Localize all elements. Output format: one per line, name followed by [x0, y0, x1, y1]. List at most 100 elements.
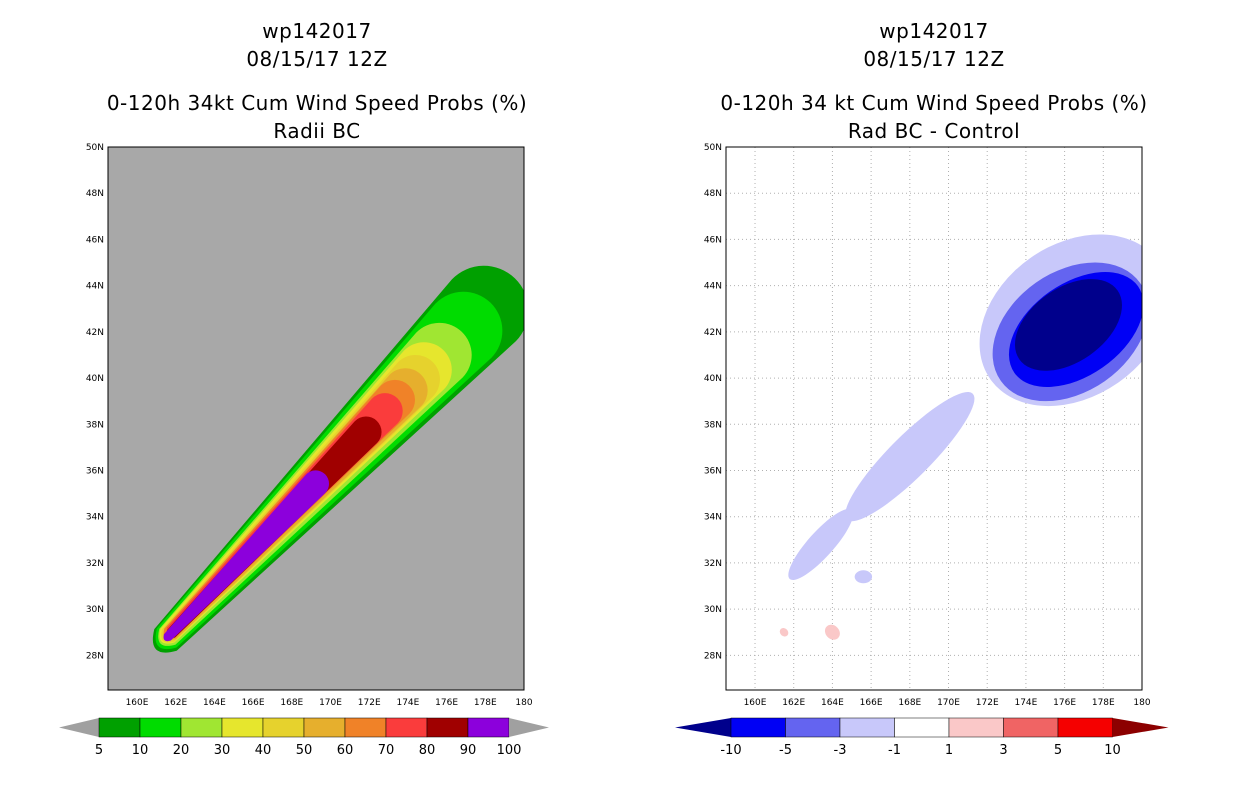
right-x-tick-label: 166E — [860, 698, 883, 708]
left-colorbar-swatch — [180, 717, 223, 738]
right-x-tick-label: 174E — [1014, 698, 1037, 708]
left-y-tick-label: 38N — [86, 420, 104, 430]
left-y-tick-label: 50N — [86, 143, 104, 153]
right-colorbar-swatch — [1003, 717, 1059, 738]
left-plot-frame — [107, 146, 525, 691]
right-contour-1 — [824, 624, 840, 640]
right-date: 08/15/17 12Z — [863, 47, 1005, 71]
left-y-tick-label: 36N — [86, 466, 104, 476]
left-x-tick-label: 160E — [126, 698, 149, 708]
right-title: 0-120h 34 kt Cum Wind Speed Probs (%) — [720, 91, 1148, 115]
right-x-tick-label: 160E — [744, 698, 767, 708]
left-colorbar-label: 90 — [460, 743, 477, 758]
right-x-tick-label: 180 — [1133, 698, 1150, 708]
left-colorbar-swatch — [467, 717, 510, 738]
right-contour-1 — [779, 627, 789, 637]
left-colorbar-label: 20 — [173, 743, 190, 758]
left-y-tick-label: 42N — [86, 328, 104, 338]
right-x-tick-label: 170E — [937, 698, 960, 708]
right-colorbar-swatch — [730, 717, 786, 738]
right-subtitle: Rad BC - Control — [847, 119, 1021, 143]
right-colorbar-swatch — [1057, 717, 1113, 738]
right-y-tick-label: 44N — [704, 282, 722, 292]
right-y-tick-label: 30N — [704, 605, 722, 615]
right-contour--1 — [845, 391, 975, 522]
left-x-tick-label: 162E — [164, 698, 187, 708]
left-colorbar-label: 80 — [419, 743, 436, 758]
right-y-tick-label: 32N — [704, 559, 722, 569]
left-colorbar-swatch — [262, 717, 305, 738]
right-x-tick-label: 164E — [821, 698, 844, 708]
left-colorbar-swatch — [221, 717, 264, 738]
left-colorbar-label: 60 — [337, 743, 354, 758]
right-contour--1 — [854, 570, 873, 584]
right-colorbar: -10 -5 -3 -1 1 3 5 10 — [675, 717, 1169, 758]
left-storm-id: wp142017 — [262, 19, 372, 43]
right-y-tick-label: 50N — [704, 143, 722, 153]
left-x-tick-label: 168E — [280, 698, 303, 708]
right-x-tick-label: 176E — [1053, 698, 1076, 708]
right-colorbar-max-arrow — [1112, 718, 1169, 737]
right-colorbar-label: 5 — [1054, 743, 1062, 758]
left-x-tick-label: 180 — [515, 698, 532, 708]
left-colorbar-swatch — [344, 717, 387, 738]
left-subtitle: Radii BC — [273, 119, 361, 143]
left-x-tick-label: 174E — [396, 698, 419, 708]
left-colorbar-min-arrow — [59, 718, 99, 737]
left-colorbar-swatch — [98, 717, 141, 738]
right-colorbar-swatch — [948, 717, 1004, 738]
left-colorbar-label: 100 — [497, 743, 522, 758]
left-x-tick-label: 178E — [474, 698, 497, 708]
left-colorbar-swatch — [385, 717, 428, 738]
left-colorbar-label: 40 — [255, 743, 272, 758]
left-colorbar-max-arrow — [509, 718, 549, 737]
right-colorbar-swatch — [785, 717, 841, 738]
left-plot-background — [108, 147, 524, 690]
left-date: 08/15/17 12Z — [246, 47, 388, 71]
right-y-tick-label: 42N — [704, 328, 722, 338]
right-x-tick-label: 168E — [898, 698, 921, 708]
right-y-tick-label: 38N — [704, 420, 722, 430]
left-y-tick-label: 28N — [86, 651, 104, 661]
right-plot-frame — [725, 146, 1143, 691]
left-colorbar-label: 30 — [214, 743, 231, 758]
right-x-tick-label: 172E — [976, 698, 999, 708]
right-chart-panel: 160E 162E 164E 166E 168E 170E 172E 174E 176E 178E… — [704, 143, 1151, 708]
left-x-tick-label: 170E — [319, 698, 342, 708]
right-colorbar-label: -3 — [834, 743, 847, 758]
right-colorbar-swatch — [839, 717, 895, 738]
left-y-tick-label: 40N — [86, 374, 104, 384]
right-contour--10 — [1014, 279, 1122, 371]
left-colorbar-swatch — [426, 717, 469, 738]
left-y-tick-label: 34N — [86, 513, 104, 523]
left-colorbar-swatch — [139, 717, 182, 738]
right-y-tick-label: 48N — [704, 189, 722, 199]
left-colorbar-label: 70 — [378, 743, 395, 758]
right-colorbar-min-arrow — [675, 718, 731, 737]
left-colorbar-label: 10 — [132, 743, 149, 758]
left-colorbar-label: 5 — [95, 743, 103, 758]
right-y-tick-label: 46N — [704, 235, 722, 245]
left-y-tick-label: 48N — [86, 189, 104, 199]
left-x-tick-label: 176E — [435, 698, 458, 708]
left-y-tick-label: 32N — [86, 559, 104, 569]
left-chart-panel: 160E 162E 164E 166E 168E 170E 172E 174E 176E 178E… — [86, 143, 533, 708]
left-x-tick-label: 172E — [358, 698, 381, 708]
left-colorbar: 5 10 20 30 40 50 60 70 80 90 100 — [59, 717, 549, 758]
right-x-tick-label: 178E — [1092, 698, 1115, 708]
left-x-tick-label: 164E — [203, 698, 226, 708]
right-storm-id: wp142017 — [879, 19, 989, 43]
right-colorbar-label: -1 — [888, 743, 901, 758]
left-data-layer — [152, 265, 524, 653]
left-title: 0-120h 34kt Cum Wind Speed Probs (%) — [106, 91, 528, 115]
right-y-tick-label: 36N — [704, 466, 722, 476]
right-colorbar-label: -10 — [720, 743, 741, 758]
right-y-tick-label: 28N — [704, 651, 722, 661]
right-data-layer — [779, 234, 1142, 640]
left-colorbar-swatch — [303, 717, 346, 738]
right-y-tick-label: 40N — [704, 374, 722, 384]
left-y-tick-label: 46N — [86, 235, 104, 245]
right-colorbar-label: 3 — [999, 743, 1007, 758]
right-y-tick-label: 34N — [704, 513, 722, 523]
